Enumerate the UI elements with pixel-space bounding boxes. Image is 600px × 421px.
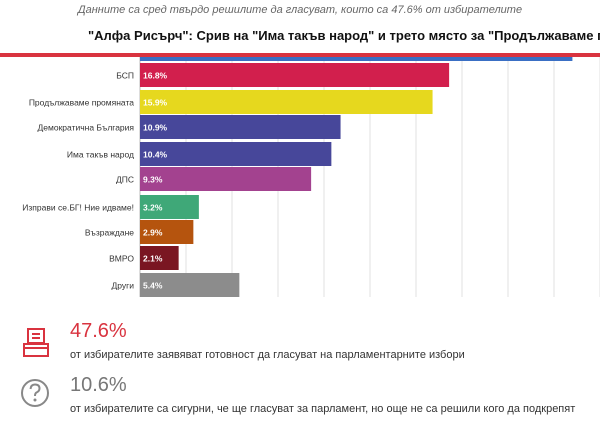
stat-undecided: 10.6% от избирателите са сигурни, че ще … (0, 374, 600, 419)
bar-1 (140, 63, 450, 87)
bar-4 (140, 142, 332, 166)
value-label: 2.1% (143, 254, 163, 264)
bar-7 (140, 220, 194, 244)
bar-chart: БСП 16.8% Продължаваме промяната 15.9% Демок… (22, 57, 600, 297)
chart-title: "Алфа Рисърч": Срив на "Има такъв народ"… (88, 28, 600, 43)
category-label: Други (112, 281, 135, 291)
bar-3 (140, 115, 341, 139)
bar-6 (140, 195, 199, 219)
value-label: 16.8% (143, 71, 168, 81)
value-label: 3.2% (143, 203, 163, 213)
category-label: Изправи се.БГ! Ние идваме! (22, 203, 134, 213)
category-label: Продължаваме промяната (29, 98, 134, 108)
value-label: 10.4% (143, 150, 168, 160)
category-label: Възраждане (85, 228, 134, 238)
value-label: 5.4% (143, 281, 163, 291)
bar-0 (140, 57, 573, 61)
category-label: Демократична България (38, 123, 135, 133)
bar-2 (140, 90, 433, 114)
stat-turnout-text: от избирателите заявяват готовност да гл… (70, 349, 465, 361)
value-label: 15.9% (143, 98, 168, 108)
category-label: ВМРО (109, 254, 134, 264)
category-label: Има такъв народ (67, 150, 134, 160)
value-label: 10.9% (143, 123, 168, 133)
value-label: 2.9% (143, 228, 163, 238)
ballot-box-icon (23, 328, 49, 357)
bar-9 (140, 273, 240, 297)
category-label: ДПС (116, 175, 134, 185)
category-label: БСП (116, 71, 134, 81)
bar-5 (140, 167, 312, 191)
chart-subtitle: Данните са сред твърдо решилите да гласу… (77, 4, 523, 16)
stat-undecided-value: 10.6% (70, 374, 127, 396)
value-label: 9.3% (143, 175, 163, 185)
question-icon (21, 379, 49, 407)
stat-undecided-text: от избирателите са сигурни, че ще гласув… (70, 403, 576, 415)
title-underline (0, 53, 600, 57)
stat-turnout: 47.6% от избирателите заявяват готовност… (0, 318, 600, 366)
bar-8 (140, 246, 179, 270)
stat-turnout-value: 47.6% (70, 320, 127, 342)
